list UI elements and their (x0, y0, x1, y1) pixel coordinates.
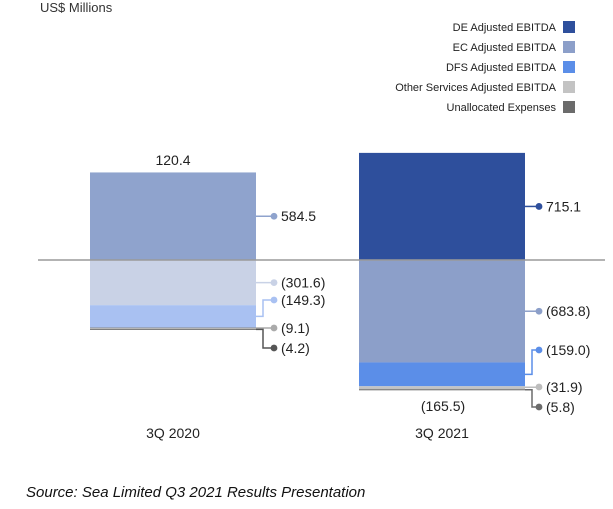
bar-dfs-2021 (359, 362, 525, 387)
label-other-2020: (9.1) (281, 320, 310, 336)
bar-de-2020 (90, 260, 256, 306)
dot-other-2020-group (256, 324, 278, 332)
dot-unalloc-2021-group (525, 389, 543, 411)
dot-unalloc-2021-line (525, 389, 539, 408)
unit-label: US$ Millions (40, 0, 113, 15)
legend-swatch (563, 101, 575, 113)
dot-unalloc-2020-group (256, 328, 278, 352)
dot-unalloc-2020 (270, 344, 278, 352)
ebitda-chart: US$ Millions DE Adjusted EBITDA EC Adjust… (38, 0, 605, 441)
label-unalloc-2020: (4.2) (281, 340, 310, 356)
dot-de-2020-group (256, 279, 278, 286)
legend-swatch (563, 81, 575, 93)
legend-label: Unallocated Expenses (447, 102, 557, 114)
dot-other-2021 (535, 383, 543, 391)
dot-other-2021-group (525, 383, 543, 391)
dot-dfs-2021-group (525, 346, 543, 376)
dot-unalloc-2020-line (256, 328, 274, 349)
legend-swatch (563, 41, 575, 53)
dot-ec-2020-group (256, 212, 278, 220)
legend-swatch (563, 21, 575, 33)
bar-ec-2021 (359, 260, 525, 363)
dot-de-2020 (270, 279, 278, 286)
dot-de-2021 (535, 203, 543, 210)
bars (90, 152, 525, 391)
dot-dfs-2020-line (256, 299, 274, 318)
label-ec-2021: (683.8) (546, 303, 590, 319)
legend-label: DE Adjusted EBITDA (453, 22, 557, 34)
dot-dfs-2020 (270, 296, 278, 304)
dot-dfs-2020-group (256, 296, 278, 318)
bar-unalloc-2021 (359, 388, 525, 391)
legend-label: EC Adjusted EBITDA (453, 42, 557, 54)
dot-other-2020 (270, 324, 278, 332)
dot-dfs-2021-line (525, 349, 539, 376)
totals: 120.4 (165.5) (155, 152, 465, 414)
legend: DE Adjusted EBITDA EC Adjusted EBITDA DFS … (395, 21, 575, 114)
total-3q2020: 120.4 (155, 152, 190, 168)
legend-label: Other Services Adjusted EBITDA (395, 82, 556, 94)
bar-de-2021 (359, 152, 525, 260)
label-de-2020: (301.6) (281, 275, 325, 291)
label-de-2021: 715.1 (546, 198, 581, 214)
legend-swatch (563, 61, 575, 73)
bar-ec-2020 (90, 172, 256, 260)
source-note: Source: Sea Limited Q3 2021 Results Pres… (26, 484, 366, 501)
bar-dfs-2020 (90, 305, 256, 328)
dot-de-2021-group (525, 203, 543, 210)
label-ec-2020: 584.5 (281, 208, 316, 224)
dot-ec-2020 (270, 212, 278, 220)
label-unalloc-2021: (5.8) (546, 399, 575, 415)
x-axis: 3Q 2020 3Q 2021 (146, 425, 469, 441)
label-dfs-2021: (159.0) (546, 342, 590, 358)
dot-unalloc-2021 (535, 403, 543, 411)
callouts: 584.5 (301.6)(149.3) (9.1) (4.2) 715.1 (683.8… (256, 198, 590, 415)
dot-ec-2021-group (525, 307, 543, 315)
label-dfs-2020: (149.3) (281, 292, 325, 308)
bar-other-2021 (359, 386, 525, 389)
dot-dfs-2021 (535, 346, 543, 354)
dot-ec-2021 (535, 307, 543, 315)
legend-label: DFS Adjusted EBITDA (446, 62, 557, 74)
category-label: 3Q 2020 (146, 425, 200, 441)
category-label: 3Q 2021 (415, 425, 469, 441)
total-3q2021: (165.5) (421, 398, 465, 414)
label-other-2021: (31.9) (546, 379, 583, 395)
